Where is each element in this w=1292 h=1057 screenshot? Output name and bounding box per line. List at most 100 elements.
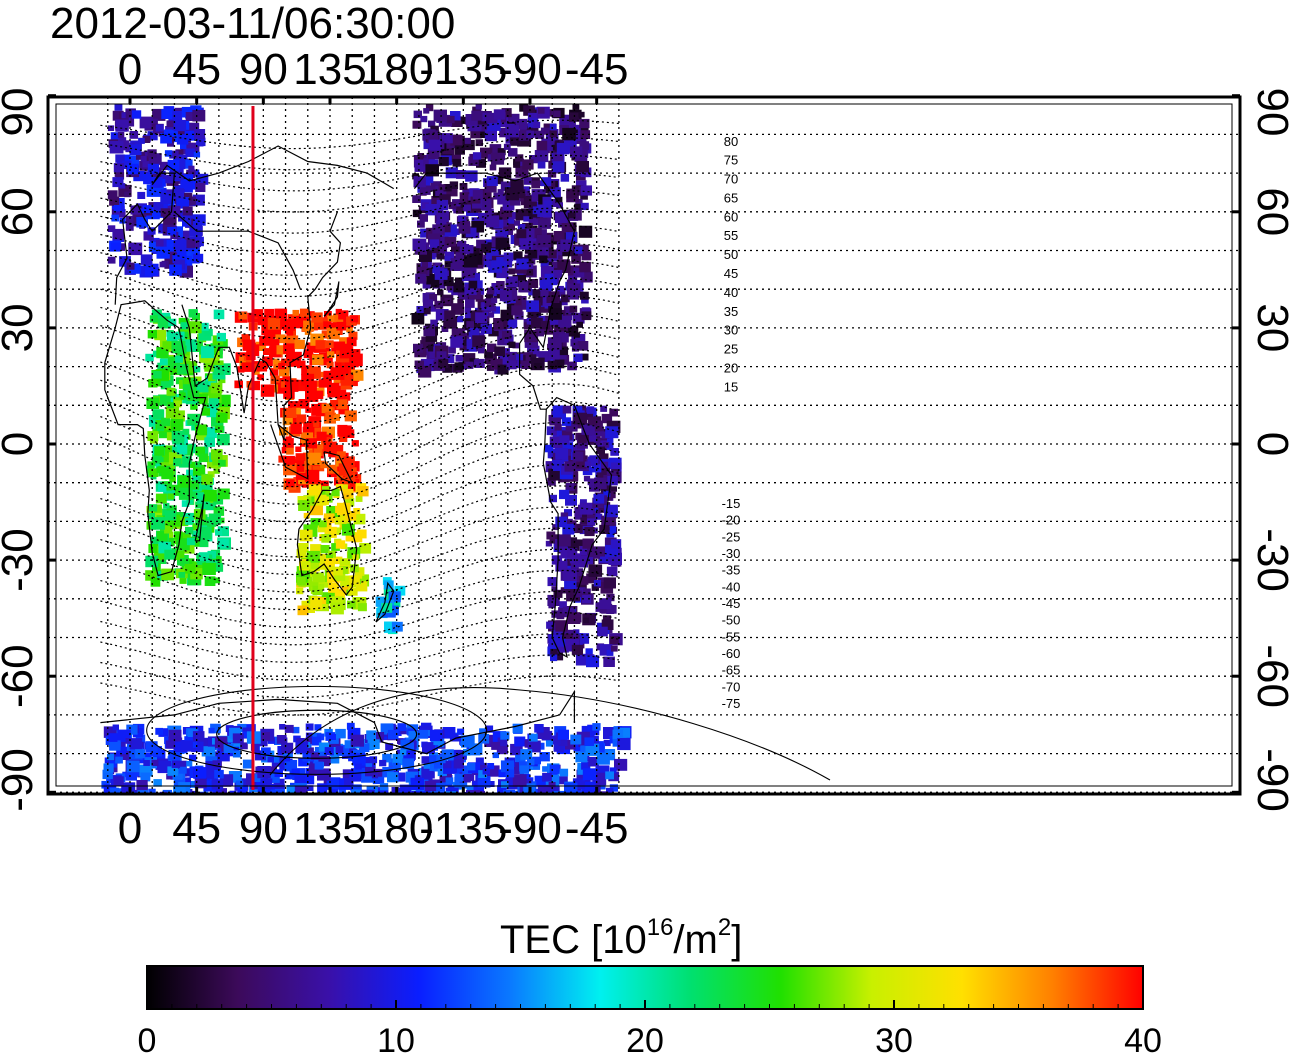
tec-cell: [195, 182, 206, 192]
tec-cell: [506, 304, 515, 311]
tec-cell: [232, 750, 241, 758]
tec-cell: [517, 224, 526, 231]
tec-cell: [182, 428, 190, 435]
tec-cell: [166, 240, 180, 252]
tec-cell: [295, 446, 302, 452]
coastline: [296, 485, 358, 596]
tec-cell: [237, 785, 248, 794]
tec-cell: [607, 750, 614, 757]
tec-cell: [557, 642, 569, 653]
tec-cell: [164, 150, 173, 157]
tec-cell: [208, 398, 220, 408]
tec-cell: [154, 446, 165, 456]
tec-cell: [427, 148, 440, 160]
tec-cell: [561, 222, 574, 233]
tec-cell: [324, 747, 334, 756]
tec-cell: [553, 110, 561, 117]
tec-cell: [112, 110, 124, 121]
contour-label: 60: [724, 209, 738, 224]
tec-cell: [548, 494, 557, 503]
tec-cell: [320, 461, 328, 469]
tec-cell: [326, 351, 335, 358]
tec-cell: [490, 358, 503, 370]
tec-cell: [512, 134, 521, 142]
tec-cell: [284, 760, 298, 772]
y-tick-label-left: 0: [0, 432, 42, 456]
tec-cell: [204, 427, 217, 439]
tec-cell: [450, 111, 461, 121]
tec-cell: [325, 411, 334, 420]
tec-cell: [216, 749, 230, 762]
x-tick-label-bottom: 45: [172, 804, 221, 853]
tec-cell: [107, 753, 115, 761]
tec-cell: [191, 491, 200, 499]
tec-cell: [115, 756, 123, 764]
tec-cell: [475, 312, 487, 323]
tec-cell: [530, 335, 537, 341]
tec-cell: [508, 341, 516, 348]
tec-cell: [519, 237, 533, 250]
tec-cell: [184, 238, 196, 249]
tec-cell: [471, 110, 483, 121]
tec-cell: [147, 330, 157, 339]
tec-cell: [590, 735, 599, 744]
tec-cell: [577, 633, 590, 644]
tec-cell: [414, 775, 422, 781]
tec-cell: [269, 766, 277, 773]
tec-cell: [161, 109, 173, 119]
tec-cell: [155, 493, 167, 504]
tec-cell: [432, 224, 445, 236]
tec-cell: [317, 783, 328, 793]
x-tick-label-bottom: 180: [360, 804, 433, 853]
tec-cell: [428, 159, 439, 168]
tec-cell: [426, 227, 439, 239]
tec-cell: [585, 743, 600, 756]
tec-cell: [438, 157, 449, 167]
tec-cell: [395, 772, 406, 782]
tec-cell: [549, 198, 558, 207]
tec-cell: [258, 737, 268, 747]
tec-cell: [574, 124, 582, 132]
tec-cell: [604, 522, 617, 533]
tec-cell: [176, 445, 188, 455]
tec-cell: [434, 268, 448, 280]
tec-cell: [429, 239, 439, 248]
tec-cell: [570, 249, 578, 256]
tec-cell: [559, 768, 569, 777]
coastline: [375, 581, 395, 623]
mlat-contour: [100, 590, 620, 646]
tec-cell: [483, 260, 492, 268]
tec-cell: [107, 190, 118, 200]
tec-cell: [229, 790, 237, 794]
tec-cell: [434, 761, 442, 769]
tec-cell: [466, 338, 477, 348]
tec-cell: [466, 785, 476, 794]
contour-label: 50: [724, 247, 738, 262]
tec-cell: [586, 573, 598, 584]
tec-cell: [602, 615, 612, 623]
colorbar-tick-label: 0: [138, 1022, 157, 1057]
contour-label: 35: [724, 304, 738, 319]
tec-cell: [606, 605, 617, 614]
tec-cell: [355, 495, 363, 502]
contour-label: -70: [722, 679, 741, 694]
tec-cell: [129, 738, 143, 750]
tec-cell: [516, 229, 527, 239]
tec-cell: [269, 368, 279, 376]
tec-cell: [301, 561, 311, 570]
tec-cell: [579, 118, 590, 129]
tec-cell: [498, 746, 505, 753]
tec-cell: [202, 562, 216, 575]
tec-cell: [610, 636, 619, 645]
tec-cell: [164, 549, 176, 560]
tec-cell: [559, 601, 567, 609]
tec-cell: [140, 772, 151, 782]
tec-cell: [145, 570, 157, 581]
mlat-contour: [100, 137, 619, 171]
tec-cell: [446, 115, 455, 124]
tec-cell: [463, 139, 475, 151]
tec-cell: [238, 311, 247, 320]
tec-cell: [536, 235, 551, 248]
tec-cell: [192, 523, 201, 531]
tec-cell: [547, 477, 556, 486]
